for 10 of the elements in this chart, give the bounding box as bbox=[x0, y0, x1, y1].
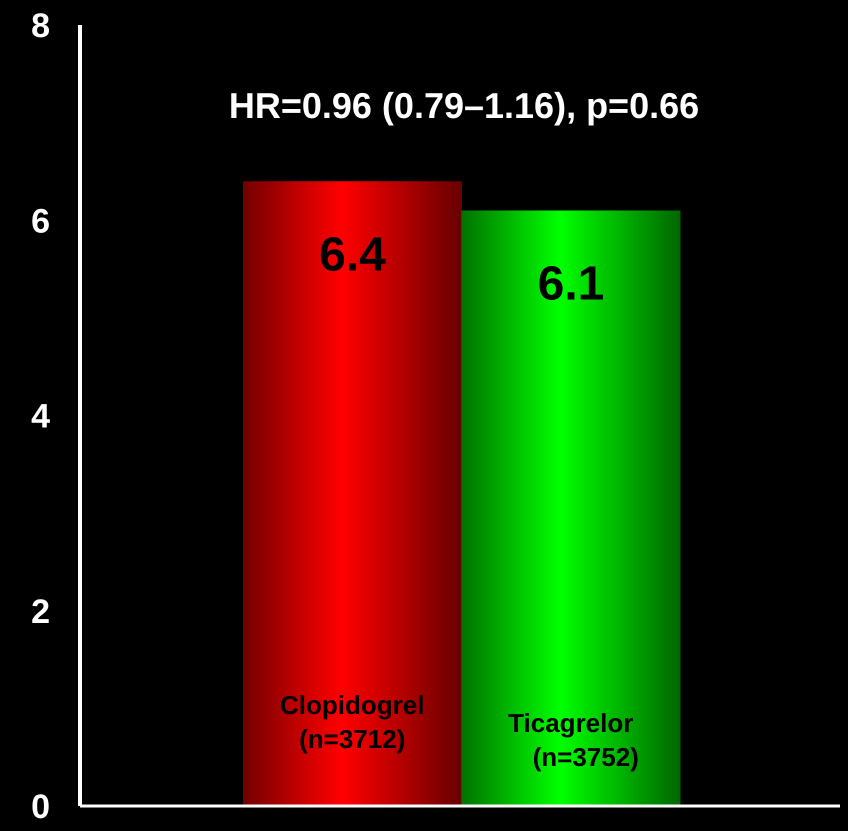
y-tick-label: 6 bbox=[31, 202, 50, 240]
data-label: 6.4 bbox=[319, 228, 386, 282]
annotation: HR=0.96 (0.79–1.16), p=0.66 bbox=[228, 85, 700, 127]
y-tick-label: 4 bbox=[31, 398, 50, 436]
y-tick-label: 2 bbox=[31, 592, 50, 631]
data-label: 6.1 bbox=[538, 258, 604, 311]
y-tick-label: 8 bbox=[31, 7, 50, 46]
x-tick-label: Clopidogrel (n=3712) bbox=[280, 690, 424, 754]
y-tick-label: 0 bbox=[31, 788, 50, 826]
x-tick-label: Ticagrelor (n=3752) bbox=[508, 708, 639, 772]
